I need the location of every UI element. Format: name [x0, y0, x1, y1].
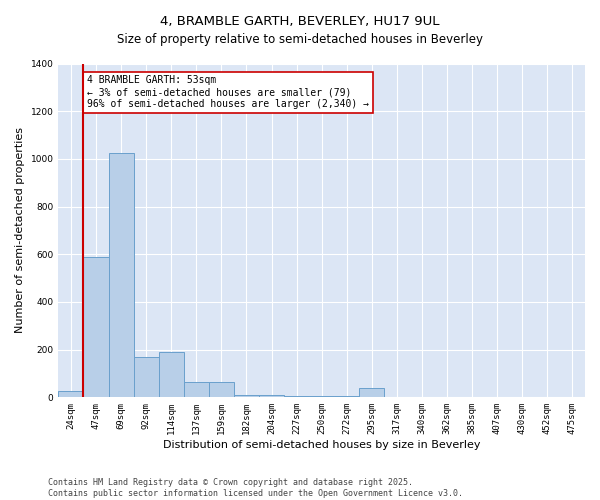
Bar: [309, 396, 334, 398]
Text: Size of property relative to semi-detached houses in Beverley: Size of property relative to semi-detach…: [117, 32, 483, 46]
Bar: [209, 382, 234, 398]
Bar: [83, 256, 109, 398]
Bar: [159, 352, 184, 398]
Text: 4 BRAMBLE GARTH: 53sqm
← 3% of semi-detached houses are smaller (79)
96% of semi: 4 BRAMBLE GARTH: 53sqm ← 3% of semi-deta…: [87, 76, 369, 108]
Bar: [58, 392, 83, 398]
Bar: [359, 388, 385, 398]
Bar: [134, 357, 159, 398]
Text: Contains HM Land Registry data © Crown copyright and database right 2025.
Contai: Contains HM Land Registry data © Crown c…: [48, 478, 463, 498]
Bar: [184, 382, 209, 398]
Y-axis label: Number of semi-detached properties: Number of semi-detached properties: [15, 128, 25, 334]
Bar: [259, 395, 284, 398]
Bar: [234, 395, 259, 398]
Bar: [334, 396, 359, 398]
Bar: [284, 396, 309, 398]
X-axis label: Distribution of semi-detached houses by size in Beverley: Distribution of semi-detached houses by …: [163, 440, 481, 450]
Text: 4, BRAMBLE GARTH, BEVERLEY, HU17 9UL: 4, BRAMBLE GARTH, BEVERLEY, HU17 9UL: [160, 15, 440, 28]
Bar: [109, 153, 134, 398]
